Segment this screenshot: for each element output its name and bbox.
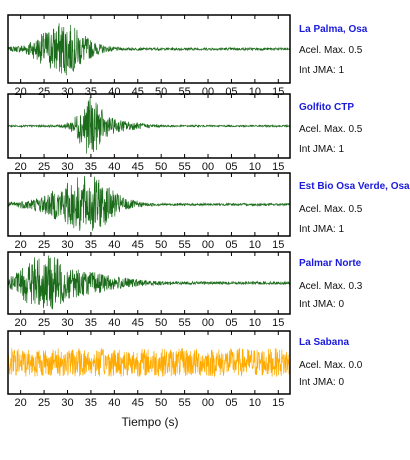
x-tick-label-2-6: 45 — [132, 161, 144, 173]
waveform-2 — [7, 97, 291, 154]
x-tick-label-5-5: 40 — [108, 397, 120, 409]
acel-max-3: Acel. Max. 0.5 — [299, 204, 363, 215]
x-tick-label-3-7: 50 — [155, 239, 167, 251]
jma-intensity-4: Int JMA: 0 — [299, 299, 345, 310]
acel-max-5: Acel. Max. 0.0 — [299, 360, 363, 371]
x-tick-label-1-8: 55 — [178, 86, 190, 98]
x-tick-label-2-11: 10 — [249, 161, 261, 173]
x-tick-label-4-8: 55 — [178, 317, 190, 329]
x-tick-label-3-1: 20 — [15, 239, 27, 251]
station-name-4: Palmar Norte — [299, 258, 362, 269]
x-tick-label-1-1: 20 — [15, 86, 27, 98]
x-tick-label-1-12: 15 — [272, 86, 284, 98]
x-tick-label-3-10: 05 — [225, 239, 237, 251]
x-tick-label-1-6: 45 — [132, 86, 144, 98]
x-tick-label-3-5: 40 — [108, 239, 120, 251]
x-tick-label-5-2: 25 — [38, 397, 50, 409]
x-tick-label-4-7: 50 — [155, 317, 167, 329]
x-tick-label-4-2: 25 — [38, 317, 50, 329]
x-axis-label: Tiempo (s) — [121, 415, 179, 429]
x-tick-label-3-12: 15 — [272, 239, 284, 251]
x-tick-label-3-2: 25 — [38, 239, 50, 251]
panel-frame-2 — [7, 93, 291, 159]
x-tick-label-1-5: 40 — [108, 86, 120, 98]
x-tick-label-1-2: 25 — [38, 86, 50, 98]
jma-intensity-5: Int JMA: 0 — [299, 377, 345, 388]
x-tick-label-3-3: 30 — [61, 239, 73, 251]
x-tick-label-5-4: 35 — [85, 397, 97, 409]
waveform-5 — [7, 347, 291, 378]
x-tick-label-4-10: 05 — [225, 317, 237, 329]
x-tick-label-4-4: 35 — [85, 317, 97, 329]
x-tick-label-1-10: 05 — [225, 86, 237, 98]
x-tick-label-4-12: 15 — [272, 317, 284, 329]
x-tick-label-5-8: 55 — [178, 397, 190, 409]
x-tick-label-3-9: 00 — [202, 239, 214, 251]
x-tick-label-5-6: 45 — [132, 397, 144, 409]
x-tick-label-2-10: 05 — [225, 161, 237, 173]
x-tick-label-3-4: 35 — [85, 239, 97, 251]
panel-frame-3 — [7, 172, 291, 237]
x-tick-label-2-4: 35 — [85, 161, 97, 173]
station-name-1: La Palma, Osa — [299, 24, 368, 35]
x-tick-label-5-1: 20 — [15, 397, 27, 409]
waveform-4 — [7, 255, 291, 310]
x-tick-label-5-12: 15 — [272, 397, 284, 409]
acel-max-1: Acel. Max. 0.5 — [299, 45, 363, 56]
x-tick-label-3-11: 10 — [249, 239, 261, 251]
x-tick-label-5-7: 50 — [155, 397, 167, 409]
acel-max-2: Acel. Max. 0.5 — [299, 124, 363, 135]
x-tick-label-3-8: 55 — [178, 239, 190, 251]
x-tick-label-5-11: 10 — [249, 397, 261, 409]
x-tick-label-4-5: 40 — [108, 317, 120, 329]
station-name-3: Est Bio Osa Verde, Osa — [299, 181, 410, 192]
x-tick-label-2-7: 50 — [155, 161, 167, 173]
x-tick-label-3-6: 45 — [132, 239, 144, 251]
x-tick-label-2-3: 30 — [61, 161, 73, 173]
waveform-1 — [7, 23, 291, 76]
x-tick-label-5-9: 00 — [202, 397, 214, 409]
x-tick-label-2-9: 00 — [202, 161, 214, 173]
x-tick-label-2-5: 40 — [108, 161, 120, 173]
x-tick-label-1-9: 00 — [202, 86, 214, 98]
panel-frame-1 — [7, 14, 291, 84]
x-tick-label-1-4: 35 — [85, 86, 97, 98]
jma-intensity-1: Int JMA: 1 — [299, 65, 345, 76]
x-tick-label-5-3: 30 — [61, 397, 73, 409]
x-tick-label-4-11: 10 — [249, 317, 261, 329]
station-name-2: Golfito CTP — [299, 102, 354, 113]
x-tick-label-4-6: 45 — [132, 317, 144, 329]
x-tick-label-2-2: 25 — [38, 161, 50, 173]
waveform-3 — [7, 175, 291, 231]
jma-intensity-3: Int JMA: 1 — [299, 224, 345, 235]
x-tick-label-1-11: 10 — [249, 86, 261, 98]
x-tick-label-5-10: 05 — [225, 397, 237, 409]
jma-intensity-2: Int JMA: 1 — [299, 144, 345, 155]
x-tick-label-4-9: 00 — [202, 317, 214, 329]
x-tick-label-4-3: 30 — [61, 317, 73, 329]
x-tick-label-2-12: 15 — [272, 161, 284, 173]
x-tick-label-1-7: 50 — [155, 86, 167, 98]
x-tick-label-4-1: 20 — [15, 317, 27, 329]
x-tick-label-1-3: 30 — [61, 86, 73, 98]
panel-frame-5 — [7, 330, 291, 395]
station-name-5: La Sabana — [299, 337, 350, 348]
x-tick-label-2-1: 20 — [15, 161, 27, 173]
acel-max-4: Acel. Max. 0.3 — [299, 281, 363, 292]
x-tick-label-2-8: 55 — [178, 161, 190, 173]
panel-frame-4 — [7, 251, 291, 315]
